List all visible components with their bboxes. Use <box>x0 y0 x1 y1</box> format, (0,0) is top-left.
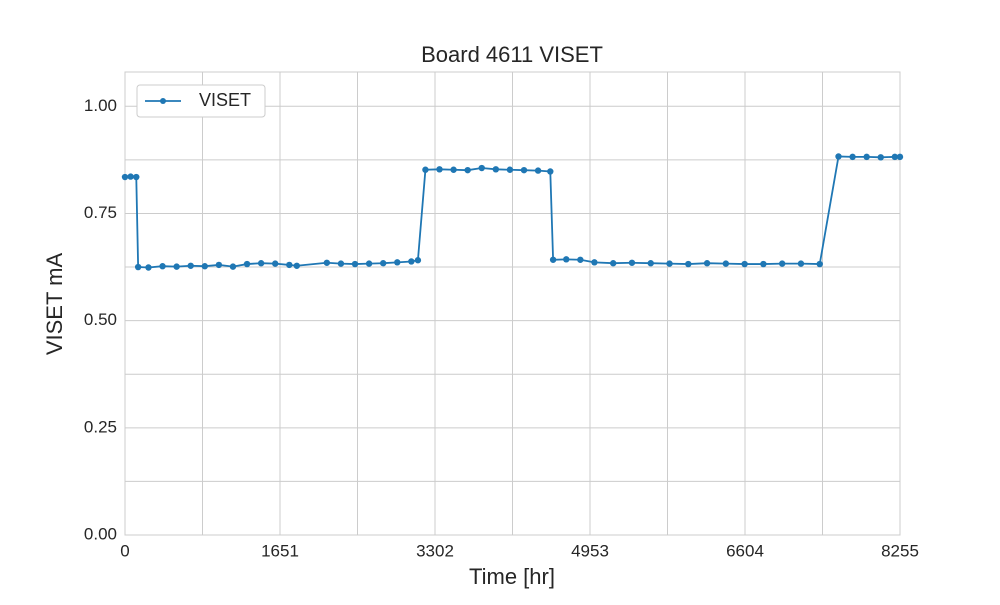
data-point <box>685 260 692 268</box>
data-point <box>257 260 265 267</box>
data-point <box>877 154 884 161</box>
data-point <box>778 260 786 267</box>
data-point <box>127 173 134 180</box>
data-point <box>478 164 485 172</box>
plot-frame <box>124 71 901 536</box>
data-point <box>896 153 904 161</box>
data-point <box>549 256 557 263</box>
data-point <box>121 173 129 181</box>
data-point <box>464 166 471 174</box>
y-tick-label: 0.75 <box>84 203 117 222</box>
data-point <box>201 263 209 270</box>
data-point <box>722 260 730 267</box>
y-tick-label: 0.25 <box>84 417 117 436</box>
data-point <box>134 263 142 271</box>
data-point <box>272 260 279 267</box>
data-point <box>534 167 542 174</box>
data-point <box>520 166 528 174</box>
data-point <box>492 166 500 173</box>
x-tick-label: 1651 <box>261 541 299 560</box>
data-point <box>337 260 345 267</box>
data-point <box>891 153 899 161</box>
x-axis-label: Time [hr] <box>469 564 555 589</box>
data-point <box>563 256 570 263</box>
data-point <box>408 258 415 265</box>
data-point <box>243 260 251 268</box>
data-point <box>394 259 401 266</box>
legend-marker <box>160 98 166 104</box>
data-point <box>628 259 636 266</box>
data-point <box>145 264 152 271</box>
data-point <box>835 153 842 160</box>
data-point <box>436 166 443 173</box>
x-tick-label: 3302 <box>416 541 454 560</box>
data-point <box>863 153 870 161</box>
legend-label: VISET <box>199 90 251 110</box>
data-point <box>365 260 373 267</box>
legend-box <box>136 84 266 118</box>
y-tick-label: 1.00 <box>84 96 117 115</box>
data-point <box>760 260 767 268</box>
x-tick-label: 0 <box>120 541 129 560</box>
data-point <box>414 257 422 264</box>
data-point <box>133 173 140 181</box>
data-point <box>647 260 654 267</box>
data-point <box>506 166 514 173</box>
data-point <box>159 263 166 270</box>
data-point <box>816 260 823 268</box>
chart-title: Board 4611 VISET <box>421 42 603 67</box>
data-point <box>323 259 331 266</box>
data-point <box>286 261 293 269</box>
data-point <box>293 262 301 269</box>
data-point <box>229 263 237 270</box>
data-point <box>741 260 748 268</box>
y-tick-label: 0.50 <box>84 310 117 329</box>
data-point <box>547 168 554 175</box>
data-point <box>450 166 457 173</box>
data-point <box>849 153 856 161</box>
data-point <box>351 260 359 268</box>
x-tick-label: 4953 <box>571 541 609 560</box>
data-point <box>173 263 180 270</box>
data-point <box>215 261 223 269</box>
y-tick-label: 0.00 <box>84 524 117 543</box>
data-point <box>797 260 805 267</box>
data-point <box>379 260 387 267</box>
x-tick-label: 6604 <box>726 541 764 560</box>
data-point <box>666 260 673 267</box>
data-point <box>187 262 194 269</box>
data-point <box>591 259 598 266</box>
data-point <box>577 256 584 263</box>
data-point <box>609 260 617 267</box>
data-point <box>422 166 429 173</box>
legend: VISET <box>136 84 266 118</box>
data-point <box>703 260 711 267</box>
x-tick-label: 8255 <box>881 541 919 560</box>
y-axis-label: VISET mA <box>42 253 67 356</box>
